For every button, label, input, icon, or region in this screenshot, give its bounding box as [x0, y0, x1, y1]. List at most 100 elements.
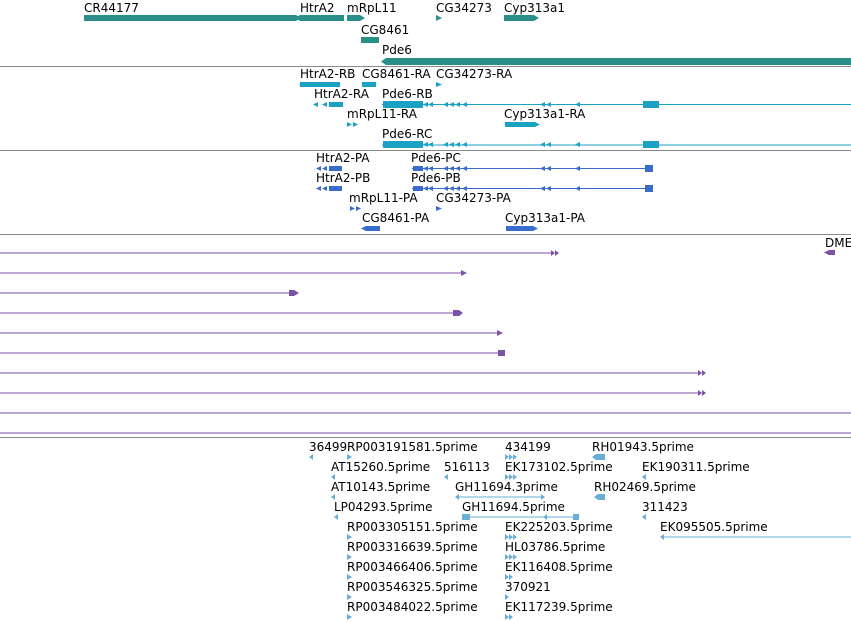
- transcript-feature-mrpl11-ra[interactable]: mRpL11-RA: [347, 107, 418, 127]
- est-feature-hl03786[interactable]: HL03786.5prime: [505, 540, 605, 560]
- gene-feature-pde6[interactable]: Pde6: [381, 43, 851, 65]
- protein-feature-htra2-pa[interactable]: HtrA2-PA: [316, 151, 370, 171]
- alignment-row[interactable]: [0, 250, 559, 256]
- alignment-row[interactable]: [0, 290, 299, 296]
- alignment-track: DME: [0, 236, 851, 434]
- transcript-label-cyp313a1-ra: Cyp313a1-RA: [504, 107, 586, 121]
- alignment-feature-dme[interactable]: DME: [824, 236, 851, 255]
- est-label-at10143: AT10143.5prime: [331, 480, 430, 494]
- gene-label-mrpl11: mRpL11: [347, 1, 397, 15]
- est-feature-516113[interactable]: 516113: [444, 460, 490, 480]
- gene-feature-htra2[interactable]: HtrA2: [295, 1, 344, 21]
- est-label-rp003484022: RP003484022.5prime: [347, 600, 478, 614]
- gene-track: CR44177 HtrA2 mRpL11 CG34273 Cyp313a1 CG…: [84, 1, 851, 65]
- gene-feature-cg34273[interactable]: CG34273: [436, 1, 492, 21]
- transcript-feature-htra2-ra[interactable]: HtrA2-RA: [313, 87, 370, 107]
- est-feature-gh11694-3[interactable]: GH11694.3prime: [455, 480, 558, 500]
- est-label-rp003191581: RP003191581.5prime: [347, 440, 478, 454]
- transcript-feature-pde6-rb[interactable]: Pde6-RB: [382, 87, 851, 108]
- transcript-label-htra2-ra: HtrA2-RA: [314, 87, 370, 101]
- est-feature-36499[interactable]: 36499: [309, 440, 347, 460]
- protein-track: HtrA2-PA Pde6-PC HtrA2-PB Pde6-PB mRpL11…: [316, 151, 653, 231]
- est-feature-rh01943[interactable]: RH01943.5prime: [592, 440, 694, 460]
- protein-feature-cyp313a1-pa[interactable]: Cyp313a1-PA: [505, 211, 586, 231]
- transcript-label-pde6-rb: Pde6-RB: [382, 87, 433, 101]
- protein-feature-mrpl11-pa[interactable]: mRpL11-PA: [349, 191, 418, 211]
- est-label-36499: 36499: [309, 440, 347, 454]
- protein-feature-cg34273-pa[interactable]: CG34273-PA: [436, 191, 512, 211]
- est-label-rp003466406: RP003466406.5prime: [347, 560, 478, 574]
- gene-label-cg34273: CG34273: [436, 1, 492, 15]
- est-feature-ek225203[interactable]: EK225203.5prime: [505, 520, 613, 540]
- est-feature-434199[interactable]: 434199: [505, 440, 551, 460]
- alignment-row[interactable]: [0, 350, 505, 356]
- transcript-track: HtrA2-RB CG8461-RA CG34273-RA HtrA2-RA P…: [299, 67, 851, 148]
- gene-label-htra2: HtrA2: [300, 1, 335, 15]
- gene-feature-mrpl11[interactable]: mRpL11: [347, 1, 397, 21]
- gene-feature-cyp313a1[interactable]: Cyp313a1: [504, 1, 565, 21]
- est-feature-at15260[interactable]: AT15260.5prime: [331, 460, 430, 480]
- est-label-ek116408: EK116408.5prime: [505, 560, 613, 574]
- est-feature-lp04293[interactable]: LP04293.5prime: [334, 500, 433, 520]
- est-label-311423: 311423: [642, 500, 688, 514]
- est-feature-rp003305151[interactable]: RP003305151.5prime: [347, 520, 478, 540]
- est-feature-ek190311[interactable]: EK190311.5prime: [642, 460, 750, 480]
- transcript-feature-pde6-rc[interactable]: Pde6-RC: [382, 127, 851, 148]
- est-feature-gh11694-5[interactable]: GH11694.5prime: [462, 500, 579, 520]
- est-feature-370921[interactable]: 370921: [505, 580, 551, 600]
- alignment-row[interactable]: [0, 390, 706, 396]
- alignment-label-dme: DME: [825, 236, 851, 250]
- transcript-feature-cg8461-ra[interactable]: CG8461-RA: [362, 67, 431, 87]
- transcript-label-htra2-rb: HtrA2-RB: [300, 67, 355, 81]
- alignment-row[interactable]: [0, 310, 463, 316]
- est-feature-rp003466406[interactable]: RP003466406.5prime: [347, 560, 478, 580]
- est-label-hl03786: HL03786.5prime: [505, 540, 605, 554]
- transcript-label-mrpl11-ra: mRpL11-RA: [347, 107, 418, 121]
- alignment-row[interactable]: [0, 330, 503, 336]
- est-label-ek225203: EK225203.5prime: [505, 520, 613, 534]
- protein-label-cg34273-pa: CG34273-PA: [436, 191, 512, 205]
- transcript-label-pde6-rc: Pde6-RC: [382, 127, 432, 141]
- gene-label-pde6: Pde6: [382, 43, 412, 57]
- est-feature-311423[interactable]: 311423: [642, 500, 688, 520]
- alignment-row[interactable]: [0, 370, 706, 376]
- gene-feature-cg8461[interactable]: CG8461: [361, 23, 409, 43]
- transcript-feature-htra2-rb[interactable]: HtrA2-RB: [299, 67, 355, 87]
- protein-feature-pde6-pb[interactable]: Pde6-PB: [411, 171, 653, 192]
- est-label-370921: 370921: [505, 580, 551, 594]
- protein-label-pde6-pc: Pde6-PC: [411, 151, 461, 165]
- transcript-feature-cyp313a1-ra[interactable]: Cyp313a1-RA: [504, 107, 586, 127]
- est-feature-rp003316639[interactable]: RP003316639.5prime: [347, 540, 478, 560]
- est-feature-rh02469[interactable]: RH02469.5prime: [594, 480, 696, 500]
- est-feature-rp003546325[interactable]: RP003546325.5prime: [347, 580, 478, 600]
- est-label-rp003316639: RP003316639.5prime: [347, 540, 478, 554]
- protein-label-mrpl11-pa: mRpL11-PA: [349, 191, 418, 205]
- est-label-434199: 434199: [505, 440, 551, 454]
- est-feature-ek173102[interactable]: EK173102.5prime: [505, 460, 613, 480]
- protein-label-htra2-pa: HtrA2-PA: [316, 151, 370, 165]
- est-feature-rp003484022[interactable]: RP003484022.5prime: [347, 600, 478, 620]
- est-feature-at10143[interactable]: AT10143.5prime: [331, 480, 430, 500]
- gene-feature-cr44177[interactable]: CR44177: [84, 1, 301, 21]
- track-dividers: [0, 66, 851, 438]
- est-feature-rp003191581[interactable]: RP003191581.5prime: [347, 440, 478, 460]
- protein-feature-htra2-pb[interactable]: HtrA2-PB: [316, 171, 370, 191]
- est-feature-ek116408[interactable]: EK116408.5prime: [505, 560, 613, 580]
- transcript-label-cg8461-ra: CG8461-RA: [362, 67, 431, 81]
- alignment-row[interactable]: [0, 270, 467, 276]
- est-feature-ek117239[interactable]: EK117239.5prime: [505, 600, 613, 620]
- est-label-gh11694-5: GH11694.5prime: [462, 500, 565, 514]
- gene-label-cyp313a1: Cyp313a1: [504, 1, 565, 15]
- est-label-gh11694-3: GH11694.3prime: [455, 480, 558, 494]
- est-label-rp003546325: RP003546325.5prime: [347, 580, 478, 594]
- protein-feature-pde6-pc[interactable]: Pde6-PC: [411, 151, 653, 172]
- est-label-rp003305151: RP003305151.5prime: [347, 520, 478, 534]
- est-feature-ek095505[interactable]: EK095505.5prime: [660, 520, 851, 540]
- gene-label-cg8461: CG8461: [361, 23, 409, 37]
- transcript-feature-cg34273-ra[interactable]: CG34273-RA: [436, 67, 513, 87]
- protein-feature-cg8461-pa[interactable]: CG8461-PA: [361, 211, 430, 231]
- gene-label-cr44177: CR44177: [84, 1, 139, 15]
- transcript-label-cg34273-ra: CG34273-RA: [436, 67, 513, 81]
- est-label-ek095505: EK095505.5prime: [660, 520, 768, 534]
